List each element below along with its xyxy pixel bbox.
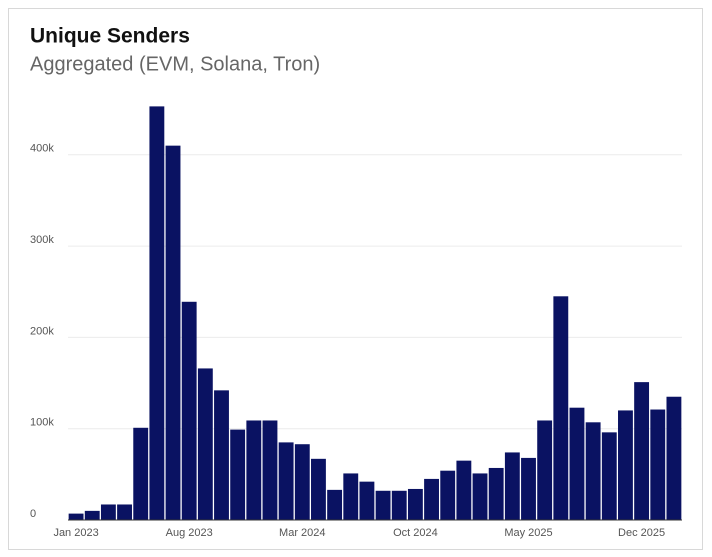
bar [569,407,585,520]
bar [407,488,423,520]
y-tick-label: 300k [30,234,54,246]
bar [214,390,229,520]
bar [391,490,407,520]
chart-subtitle: Aggregated (EVM, Solana, Tron) [30,53,320,75]
chart-title: Unique Senders [30,25,190,48]
bar [456,460,472,520]
bar [488,467,504,520]
bar [311,458,326,520]
y-tick-label: 100k [30,417,54,429]
bar [294,444,310,520]
bar [230,429,246,520]
bar [117,504,132,520]
bar [585,422,601,520]
x-tick-label: Oct 2024 [393,527,438,539]
bar [375,490,391,520]
bar [424,478,439,520]
bar [553,296,569,520]
y-tick-label: 200k [30,325,54,337]
x-tick-label: Aug 2023 [166,527,213,539]
bar [359,481,375,520]
bar [68,513,84,520]
bar [472,473,488,520]
x-tick-label: Jan 2023 [53,527,98,539]
y-tick-label: 400k [30,143,54,155]
bar [165,145,181,521]
bar [181,301,197,520]
x-tick-label: Mar 2024 [279,527,325,539]
bar [618,410,633,520]
bar [84,510,100,520]
bar [246,420,262,520]
bar [343,473,359,520]
bar [634,382,650,520]
bar [666,396,682,520]
bar [197,368,213,520]
x-tick-label: Dec 2025 [618,527,665,539]
bar [278,442,294,520]
bar [262,420,278,520]
x-tick-label: May 2025 [504,527,552,539]
bar [149,106,165,521]
bar [100,504,116,520]
bar [650,409,666,520]
y-tick-label: 0 [30,508,36,520]
bar [504,452,520,520]
bar [327,489,343,520]
bar [601,432,617,520]
bar [133,427,149,520]
bar [537,420,553,520]
bar [521,457,536,520]
bar [440,470,456,520]
